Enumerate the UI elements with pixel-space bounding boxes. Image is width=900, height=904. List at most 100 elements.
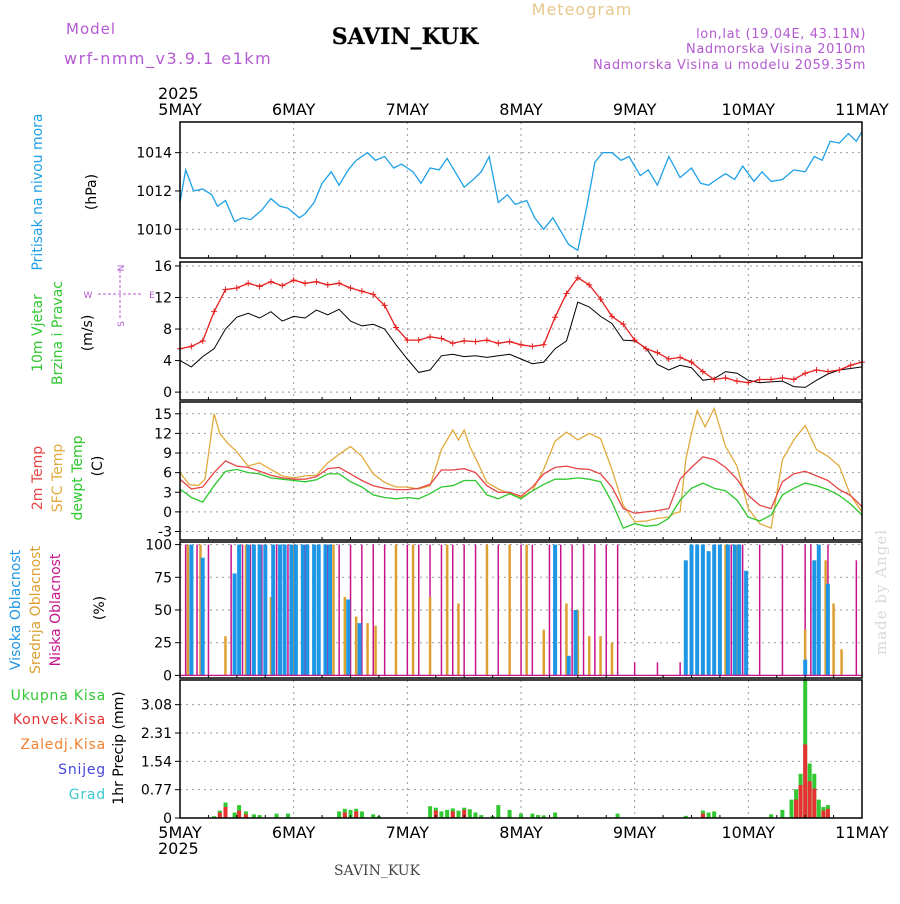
wind-gust-point — [381, 302, 388, 309]
temp-ylabel-3: dewpt Temp — [70, 435, 86, 520]
temp-unit: (C) — [90, 456, 106, 477]
bar-precip_total — [789, 799, 794, 818]
bar-precip_total — [445, 809, 450, 818]
y-tick-label: 0.77 — [141, 783, 172, 799]
bar-cloud_mid — [542, 629, 545, 676]
bar-precip_total — [467, 809, 472, 818]
bar-precip_total — [456, 810, 461, 818]
bar-precip_total — [428, 806, 433, 818]
bar-cloud_low — [531, 544, 534, 676]
wind-gust-point — [847, 362, 854, 369]
bar-cloud_mid — [576, 610, 580, 676]
y-tick-label: 9 — [163, 446, 172, 462]
bar-precip_total — [553, 812, 558, 818]
compass-w-label: W — [84, 291, 93, 301]
bar-cloud_low — [261, 544, 263, 676]
bar-precip_total — [439, 811, 444, 818]
wind-gust-point — [563, 290, 570, 297]
y-tick-label: 0 — [163, 811, 172, 827]
wind-gust-point — [188, 343, 195, 350]
y-tick-label: 0 — [163, 668, 172, 684]
bar-cloud_high — [706, 551, 711, 676]
x-tick-label-top: 5MAY — [158, 100, 202, 119]
wind-gust-point — [779, 374, 786, 381]
bar-cloud_high — [246, 544, 251, 676]
wind-gust-point — [699, 368, 706, 375]
wind-gust-point — [449, 340, 456, 347]
bar-cloud_low — [656, 662, 659, 676]
wind-gust-point — [392, 324, 399, 331]
bar-cloud_high — [328, 544, 332, 676]
grid-layer — [180, 122, 862, 819]
x-tick-label-top: 8MAY — [499, 100, 543, 119]
bar-cloud_low — [679, 662, 681, 676]
product-title: Meteogram — [532, 0, 633, 19]
bar-cloud_mid — [343, 596, 347, 676]
wind-gust-point — [711, 376, 718, 383]
wind-gust-point — [290, 277, 297, 284]
bar-cloud_high — [553, 544, 558, 676]
y-tick-label: 2.31 — [141, 726, 172, 742]
wind-gust-point — [733, 378, 740, 385]
compass-s-label: S — [117, 321, 127, 327]
bar-cloud_high — [316, 544, 321, 676]
bar-precip_conv — [450, 811, 455, 818]
bar-cloud_low — [855, 560, 858, 676]
y-tick-label: 12 — [154, 290, 172, 306]
bar-cloud_low — [230, 544, 232, 676]
panel-frame — [179, 679, 863, 819]
y-tick-label: 4 — [163, 354, 172, 370]
bar-cloud_low — [383, 544, 386, 676]
bar-cloud_high — [271, 544, 276, 676]
bar-cloud_mid — [199, 544, 202, 676]
wind-gust-point — [279, 282, 286, 289]
bar-precip_total — [496, 805, 501, 818]
model-name: wrf-nmm_v3.9.1 e1km — [64, 49, 272, 69]
bar-cloud_low — [758, 544, 761, 676]
bar-cloud_low — [474, 544, 477, 676]
temp-ylabel-1: 2m Temp — [30, 446, 46, 510]
wind-gust-point — [347, 285, 354, 292]
wind-gust-point — [836, 367, 843, 374]
bar-cloud_low — [548, 544, 551, 676]
cloud-ylabel-3: Niska Oblacnost — [48, 553, 64, 666]
bar-precip_conv — [803, 744, 808, 818]
panels-layer — [177, 131, 865, 818]
bar-cloud_high — [357, 623, 362, 676]
wind-gust-point — [461, 337, 468, 344]
wind-gust-point — [415, 337, 422, 344]
wind-gust-point — [222, 286, 229, 293]
bar-cloud_mid — [186, 544, 190, 676]
panel-frame — [179, 121, 863, 259]
wind-ylabel-1: 10m Vjetar — [30, 294, 46, 372]
bar-cloud_low — [275, 544, 278, 676]
wind-gust-point — [370, 291, 377, 298]
bar-precip_conv — [243, 814, 248, 818]
wind-gust-point — [768, 376, 775, 383]
y-tick-label: -3 — [158, 524, 172, 540]
wind-gust-point — [745, 379, 752, 386]
wind-gust-point — [256, 283, 263, 290]
precip-legend-grad: Grad — [69, 787, 106, 803]
wind-gust-point — [597, 296, 604, 303]
wind-gust-point — [654, 349, 661, 356]
bar-cloud_high — [737, 544, 742, 676]
bar-cloud_mid — [457, 603, 460, 676]
model-elevation-label: Nadmorska Visina u modelu 2059.35m — [593, 58, 866, 73]
bar-precip_total — [507, 809, 512, 818]
bar-cloud_high — [689, 544, 694, 676]
bar-cloud_high — [695, 544, 700, 676]
wind-gust-point — [756, 376, 763, 383]
bar-precip_total — [769, 814, 774, 818]
bar-cloud_mid — [588, 636, 591, 676]
bar-cloud_low — [249, 544, 252, 676]
bar-precip_conv — [807, 781, 812, 818]
y-tick-label: 12 — [154, 426, 172, 442]
axes-layer: 5MAY 5MAY 6MAY 6MAY 7MAY 7MAY 8MAY 8MAY 9MAY 9MAY… — [136, 100, 889, 842]
bar-cloud_low — [196, 544, 198, 676]
bar-cloud_low — [440, 544, 443, 676]
wind-compass: N S W E — [84, 265, 156, 327]
bar-cloud_high — [263, 544, 268, 676]
year-bottom: 2025 — [158, 839, 199, 858]
